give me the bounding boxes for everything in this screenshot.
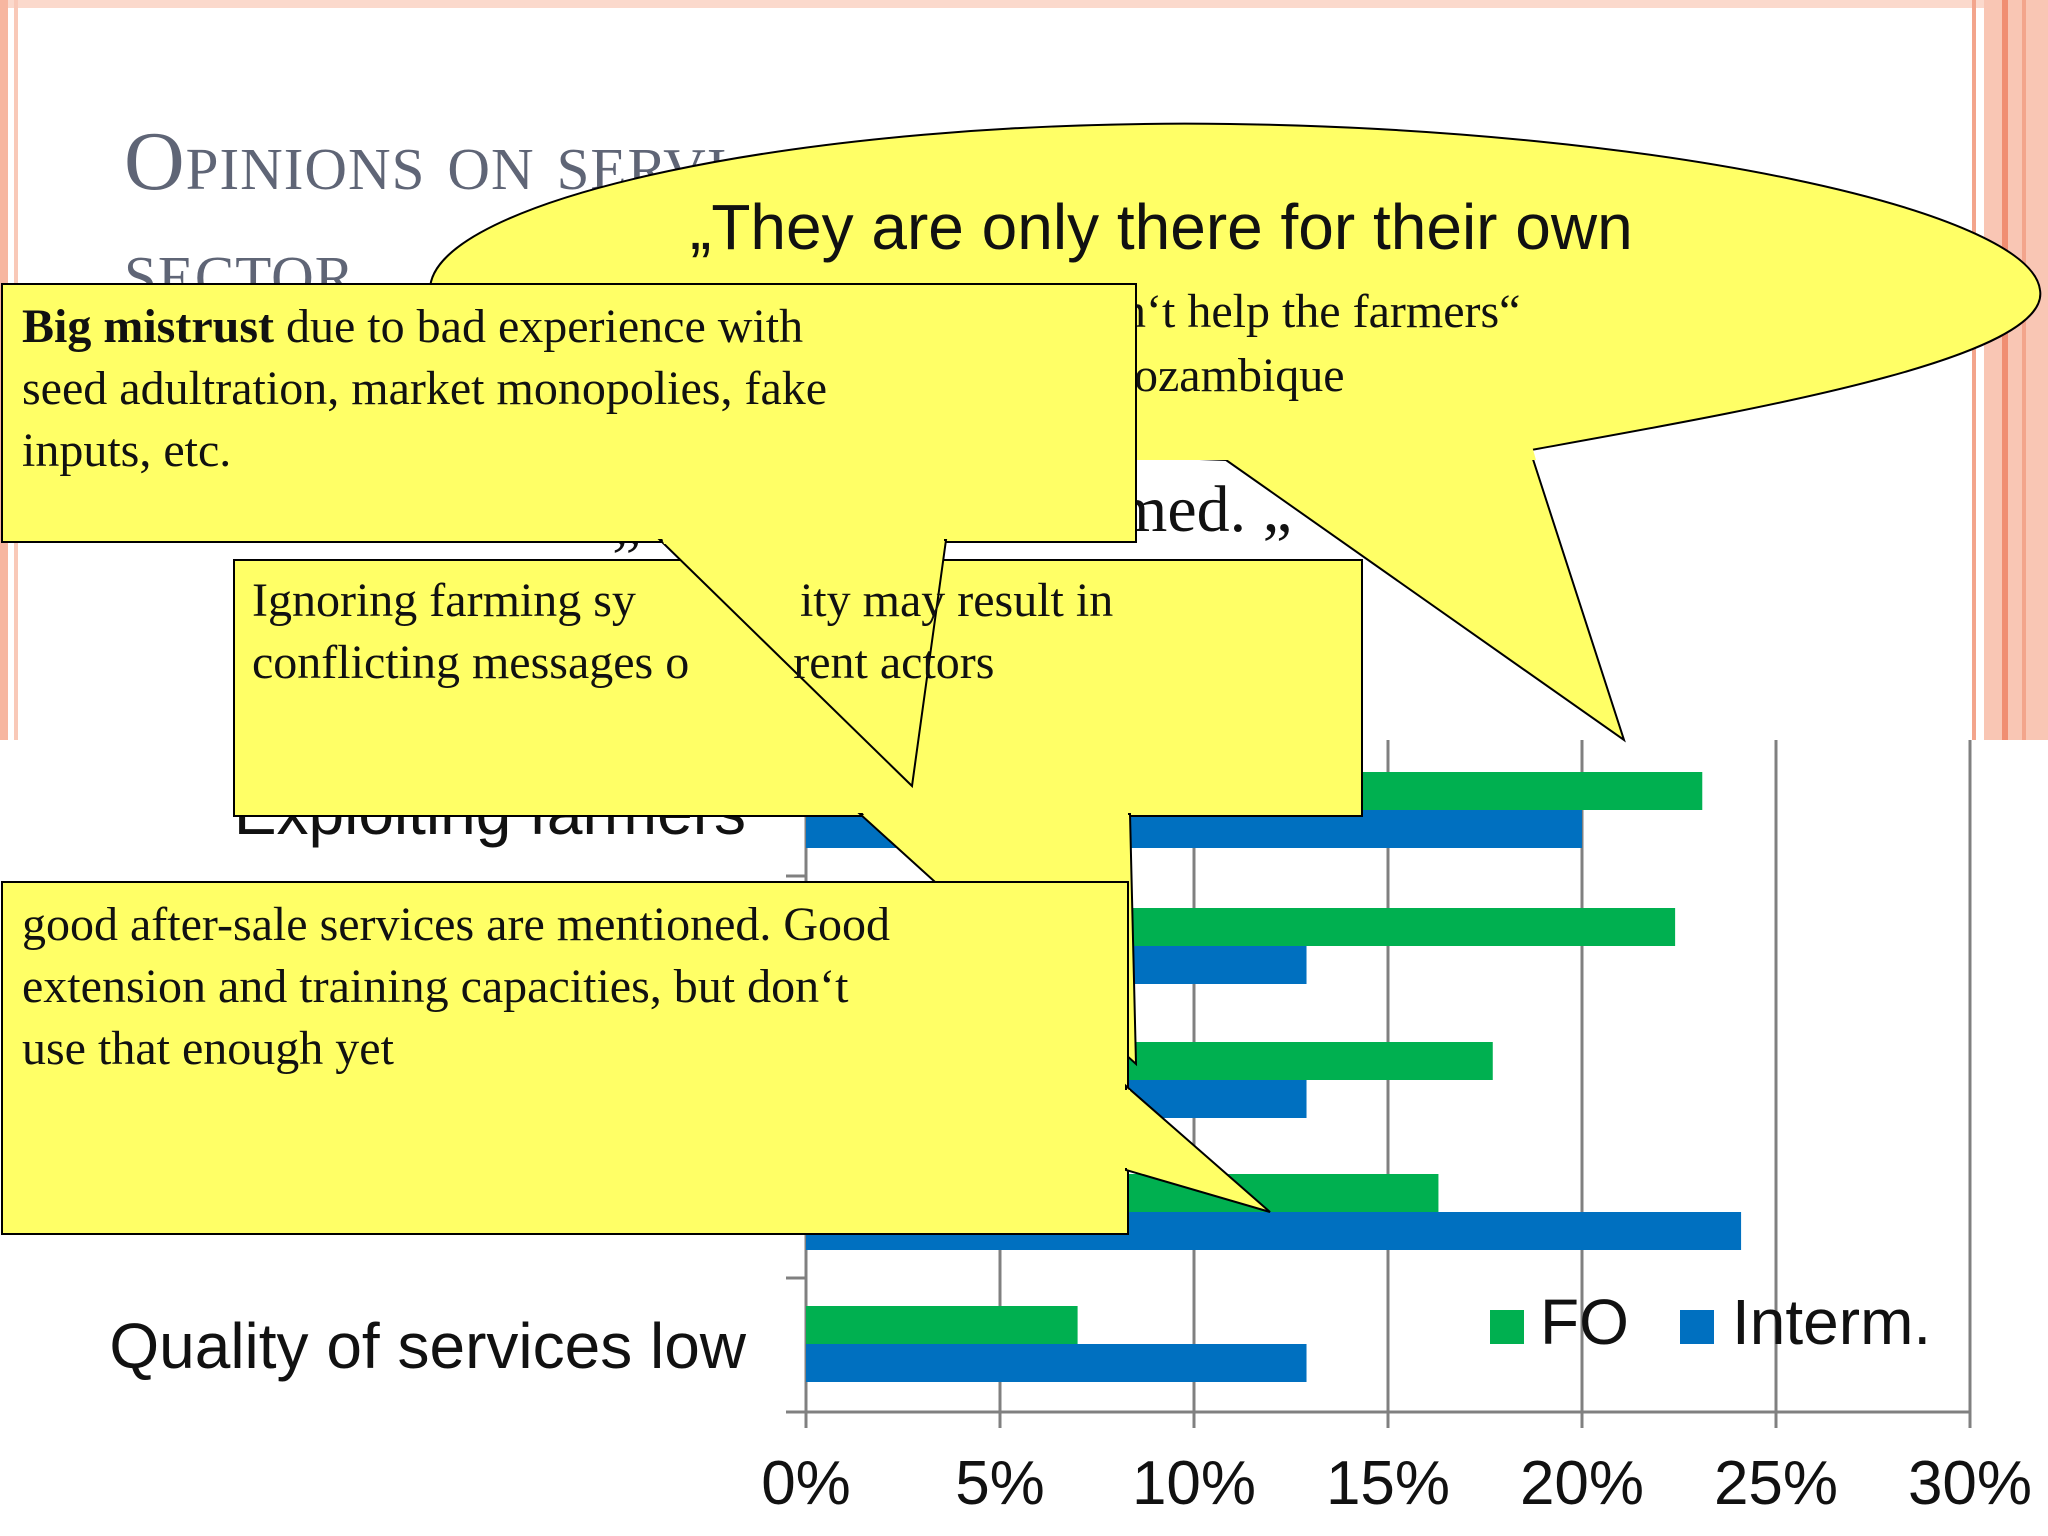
- farming-callout-tail-mask: [862, 812, 1128, 818]
- farming-line-2a: conflicting messages o: [252, 636, 690, 689]
- top-border: [0, 0, 2048, 8]
- bar-interm: [806, 1344, 1307, 1382]
- legend-swatch-interm: [1680, 1310, 1714, 1344]
- farming-line-2b: rent actors: [793, 636, 995, 689]
- right-border-stripe-dark: [2002, 0, 2008, 740]
- mistrust-line-1: due to bad experience with: [274, 300, 804, 353]
- x-tick-label: 10%: [1132, 1449, 1256, 1518]
- right-border-stripe: [1972, 0, 1976, 740]
- x-tick-label: 20%: [1520, 1449, 1644, 1518]
- aftersale-callout-box: [1, 881, 1129, 1235]
- legend-label-interm: Interm.: [1732, 1286, 1931, 1358]
- mistrust-bold: Big mistrust: [22, 300, 274, 353]
- x-tick-label: 25%: [1714, 1449, 1838, 1518]
- legend-swatch-fo: [1490, 1310, 1524, 1344]
- quote-text: „They are only there for their own: [690, 191, 1633, 263]
- x-tick-label: 5%: [955, 1449, 1045, 1518]
- aftersale-callout-tail-mask: [1124, 1090, 1130, 1168]
- mistrust-callout-text: Big mistrust due to bad experience with …: [22, 296, 827, 482]
- speech-bubble-tail-mask: [1016, 446, 1536, 460]
- aftersale-callout-text: good after-sale services are mentioned. …: [22, 894, 890, 1080]
- mistrust-line-3: inputs, etc.: [22, 424, 232, 477]
- category-label: Quality of services low: [109, 1310, 746, 1382]
- right-border-stripe-thin: [2022, 0, 2026, 740]
- mistrust-line-2: seed adultration, market monopolies, fak…: [22, 362, 828, 415]
- aftersale-line-2: extension and training capacities, but d…: [22, 960, 849, 1013]
- farming-line-1a: Ignoring farming sy: [252, 574, 636, 627]
- x-tick-label: 15%: [1326, 1449, 1450, 1518]
- legend-label-fo: FO: [1540, 1286, 1629, 1358]
- mistrust-callout-tail-mask: [662, 538, 944, 544]
- farming-callout-text: Ignoring farming sy ity may result in con…: [252, 570, 1113, 694]
- aftersale-callout-tail: [1125, 1083, 1271, 1213]
- farming-line-1b: ity may result in: [799, 574, 1114, 627]
- quote-fragment-1: n‘t help the farmers“: [1122, 285, 1521, 338]
- mistrust-callout-box: [1, 283, 1137, 543]
- bar-fo: [806, 1306, 1078, 1344]
- quote-fragment-2: ozambique: [1134, 349, 1345, 402]
- x-tick-label: 0%: [761, 1449, 851, 1518]
- right-border-band: [1984, 0, 2048, 740]
- x-tick-label: 30%: [1908, 1449, 2032, 1518]
- aftersale-line-3: use that enough yet: [22, 1022, 394, 1075]
- aftersale-line-1: good after-sale services are mentioned. …: [22, 898, 891, 951]
- quote-fragment-3: med. „: [1116, 473, 1292, 546]
